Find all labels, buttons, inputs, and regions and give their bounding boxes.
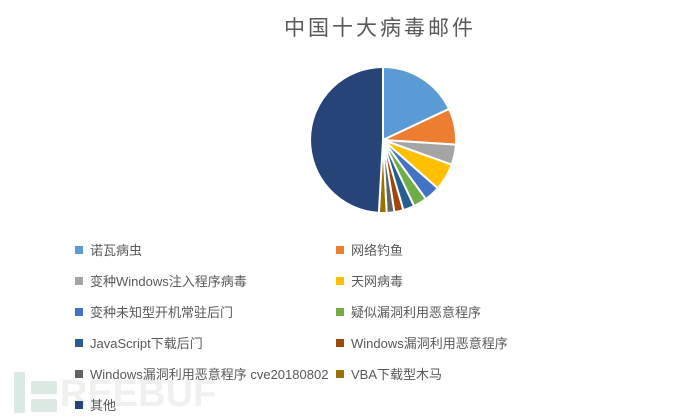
legend-item: 疑似漏洞利用恶意程序 xyxy=(336,296,508,327)
legend-item: Windows漏洞利用恶意程序 xyxy=(336,327,508,358)
legend-label: 网络钓鱼 xyxy=(351,243,404,258)
legend-item: JavaScript下载后门 xyxy=(75,327,336,358)
legend-swatch-icon xyxy=(75,338,83,347)
chart-title: 中国十大病毒邮件 xyxy=(284,17,476,40)
legend-label: 疑似漏洞利用恶意程序 xyxy=(351,305,482,320)
legend-label: 其他 xyxy=(90,398,117,413)
legend-swatch-icon xyxy=(336,338,344,347)
legend-item: VBA下载型木马 xyxy=(336,358,508,389)
legend-label: Windows漏洞利用恶意程序 xyxy=(351,336,508,351)
freebuf-watermark-text: REEBUF xyxy=(60,373,217,415)
chart-legend: 诺瓦病虫 网络钓鱼变种Windows注入程序病毒 天网病毒变种未知型开机常驻后门 疑似… xyxy=(75,234,508,419)
legend-swatch-icon xyxy=(75,245,83,254)
legend-item: 变种Windows注入程序病毒 xyxy=(75,265,336,296)
legend-swatch-icon xyxy=(336,245,344,254)
legend-swatch-icon xyxy=(75,400,83,409)
freebuf-logomark-f-top-icon xyxy=(31,381,57,394)
legend-item: 诺瓦病虫 xyxy=(75,234,336,265)
freebuf-logomark-bar-icon xyxy=(14,372,25,413)
legend-item: 网络钓鱼 xyxy=(336,234,508,265)
legend-item: Windows漏洞利用恶意程序 cve20180802 xyxy=(75,358,336,389)
legend-item: 变种未知型开机常驻后门 xyxy=(75,296,336,327)
legend-swatch-icon xyxy=(336,369,344,378)
freebuf-logo-watermark: REEBUF xyxy=(14,371,234,415)
legend-label: VBA下载型木马 xyxy=(351,367,443,382)
legend-swatch-icon xyxy=(75,276,83,285)
legend-swatch-icon xyxy=(75,307,83,316)
pie-slice-11 xyxy=(309,66,384,214)
legend-swatch-icon xyxy=(75,369,83,378)
legend-item: 天网病毒 xyxy=(336,265,508,296)
legend-label: 诺瓦病虫 xyxy=(90,243,143,258)
freebuf-logomark-f-bottom-icon xyxy=(31,399,57,412)
pie-chart xyxy=(309,66,457,214)
legend-label: JavaScript下载后门 xyxy=(90,336,203,351)
legend-swatch-icon xyxy=(336,276,344,285)
legend-label: 变种Windows注入程序病毒 xyxy=(90,274,247,289)
legend-label: 变种未知型开机常驻后门 xyxy=(90,305,234,320)
legend-label: 天网病毒 xyxy=(351,274,404,289)
legend-item: 其他 xyxy=(75,389,336,419)
pie-slice-1 xyxy=(382,66,451,141)
legend-label: Windows漏洞利用恶意程序 cve20180802 xyxy=(90,367,329,382)
legend-swatch-icon xyxy=(336,307,344,316)
